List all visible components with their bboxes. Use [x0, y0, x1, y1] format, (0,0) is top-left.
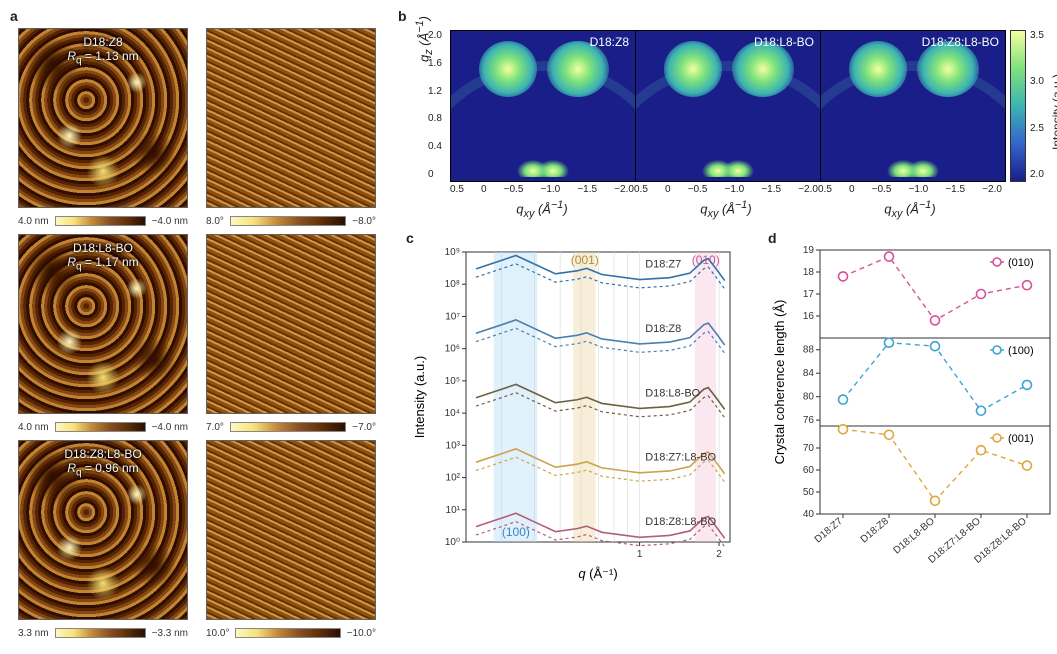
afm-label: D18:Z8:L8-BO Rq = 0.96 nm	[64, 447, 141, 478]
giwaxs-row: D18:Z8 D18:L8-BO	[450, 30, 1057, 220]
afm-label: D18:Z8 Rq = R_q = 1.13 nm1.13 nm	[67, 35, 138, 66]
panel-letter-b: b	[398, 8, 407, 24]
svg-text:10¹: 10¹	[446, 505, 461, 516]
svg-text:D18:Z8:L8-BO: D18:Z8:L8-BO	[645, 516, 716, 528]
panel-b: b qz (Å−1) 2.01.61.20.80.40 D18:Z8	[402, 12, 1057, 220]
svg-text:76: 76	[803, 415, 815, 426]
panel-d: d Crystal coherence length (Å)16171819(0…	[772, 234, 1057, 587]
giwaxs-D18-Z8: D18:Z8	[450, 30, 636, 182]
svg-text:10⁹: 10⁹	[445, 247, 460, 258]
svg-text:D18:Z7: D18:Z7	[813, 516, 846, 546]
svg-text:17: 17	[803, 289, 815, 300]
svg-text:(100): (100)	[1008, 345, 1034, 357]
afm-phase-D18-L8BO	[206, 234, 376, 414]
afm-label: D18:L8-BO Rq = 1.17 nm	[67, 241, 138, 272]
svg-text:88: 88	[803, 345, 815, 356]
afm-height-D18-Z8: D18:Z8 Rq = R_q = 1.13 nm1.13 nm	[18, 28, 188, 208]
svg-text:18: 18	[803, 267, 815, 278]
svg-text:Intensity (a.u.): Intensity (a.u.)	[412, 356, 427, 438]
afm-height-D18-L8BO: D18:L8-BO Rq = 1.17 nm	[18, 234, 188, 414]
svg-text:D18:Z7:L8-BO: D18:Z7:L8-BO	[645, 452, 716, 464]
svg-text:(001): (001)	[571, 253, 599, 267]
svg-text:10⁸: 10⁸	[445, 279, 460, 290]
svg-text:50: 50	[803, 487, 815, 498]
svg-text:1: 1	[637, 549, 643, 560]
svg-text:19: 19	[803, 245, 815, 256]
panel-letter-c: c	[406, 230, 414, 246]
svg-text:84: 84	[803, 368, 815, 379]
giwaxs-cbar-label: Intensity (a.u.)	[1050, 74, 1057, 150]
giwaxs-D18-L8BO: D18:L8-BO	[636, 30, 821, 182]
giwaxs-D18-Z8-L8BO: D18:Z8:L8-BO	[821, 30, 1006, 182]
giwaxs-xlabel: qxy (Å−1)	[450, 199, 634, 220]
afm-phase-D18-Z8-L8BO	[206, 440, 376, 620]
svg-text:70: 70	[803, 443, 815, 454]
chart-d: Crystal coherence length (Å) 16 17 18 19 (010…	[772, 234, 1057, 584]
height-colorbar: 4.0 nm−4.0 nm	[18, 212, 188, 230]
svg-text:10⁵: 10⁵	[445, 376, 460, 387]
giwaxs-colorbar: 3.53.02.52.0 Intensity (a.u.)	[1010, 30, 1032, 182]
giwaxs-title: D18:Z8	[590, 35, 629, 49]
svg-text:16: 16	[803, 311, 815, 322]
giwaxs-xticks: 0.50−0.5−1.0−1.5−2.0	[450, 184, 634, 195]
giwaxs-yticks: 2.01.61.20.80.40	[428, 30, 442, 180]
panel-letter-d: d	[768, 230, 777, 246]
svg-text:D18:L8-BO: D18:L8-BO	[892, 516, 938, 557]
svg-text:10⁶: 10⁶	[445, 344, 460, 355]
svg-text:D18:L8-BO: D18:L8-BO	[645, 387, 700, 399]
svg-text:D18:Z8: D18:Z8	[645, 323, 681, 335]
chart-c: (100)(001)(010)D18:Z7D18:Z8D18:L8-BOD18:…	[410, 234, 740, 584]
svg-text:D18:Z7: D18:Z7	[645, 258, 681, 270]
svg-text:10⁰: 10⁰	[445, 537, 460, 548]
panel-c: c (100)(001)(010)D18:Z7D18:Z8D18:L8-BOD1…	[410, 234, 740, 587]
svg-text:(100): (100)	[502, 525, 530, 539]
svg-text:D18:Z8: D18:Z8	[859, 516, 892, 546]
svg-text:60: 60	[803, 465, 815, 476]
afm-height-D18-Z8-L8BO: D18:Z8:L8-BO Rq = 0.96 nm	[18, 440, 188, 620]
svg-text:80: 80	[803, 392, 815, 403]
svg-text:10²: 10²	[446, 472, 461, 483]
svg-text:40: 40	[803, 509, 815, 520]
svg-text:2: 2	[716, 549, 722, 560]
giwaxs-title: D18:Z8:L8-BO	[922, 35, 999, 49]
afm-grid: D18:Z8 Rq = R_q = 1.13 nm1.13 nm 4.0 nm−…	[18, 28, 392, 642]
afm-phase-D18-Z8	[206, 28, 376, 208]
svg-text:Crystal coherence length (Å): Crystal coherence length (Å)	[772, 300, 787, 465]
svg-text:(001): (001)	[1008, 433, 1034, 445]
svg-text:(010): (010)	[1008, 257, 1034, 269]
svg-text:q (Å⁻¹): q (Å⁻¹)	[578, 566, 617, 581]
giwaxs-title: D18:L8-BO	[754, 35, 814, 49]
panel-letter-a: a	[10, 8, 18, 24]
svg-text:10⁷: 10⁷	[445, 311, 460, 322]
panel-a: a D18:Z8 Rq = R_q = 1.13 nm1.13 nm 4.0 n…	[12, 12, 392, 642]
svg-text:10³: 10³	[446, 440, 461, 451]
svg-text:10⁴: 10⁴	[445, 408, 460, 419]
phase-colorbar: 8.0°−8.0°	[206, 212, 376, 230]
